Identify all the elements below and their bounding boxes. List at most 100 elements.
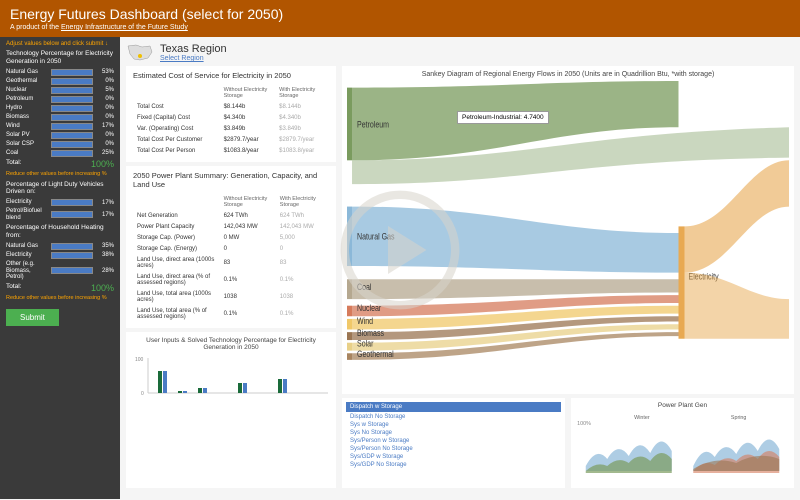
sankey-panel: Sankey Diagram of Regional Energy Flows …: [342, 66, 794, 394]
table-row: Storage Cap. (Energy)00: [135, 244, 327, 253]
slider-row: Petroleum 0%: [6, 96, 114, 103]
subtitle: A product of the Energy Infrastructure o…: [10, 24, 790, 31]
study-link[interactable]: Energy Infrastructure of the Future Stud…: [61, 24, 188, 31]
slider-bar[interactable]: [51, 96, 93, 103]
slider-bar[interactable]: [51, 69, 93, 76]
total-row-2: Total: 100%: [6, 283, 114, 293]
select-region-link[interactable]: Select Region: [160, 55, 227, 62]
section1-title: Technology Percentage for Electricity Ge…: [6, 50, 114, 66]
sankey-tooltip: Petroleum-Industrial: 4.7400: [457, 111, 549, 124]
slider-bar[interactable]: [51, 78, 93, 85]
svg-text:Geothermal: Geothermal: [357, 349, 394, 359]
slider-bar[interactable]: [51, 132, 93, 139]
sankey-title: Sankey Diagram of Regional Energy Flows …: [347, 71, 789, 78]
scenario-item[interactable]: Sys/GDP No Storage: [346, 461, 561, 469]
scenario-item[interactable]: Sys/Person No Storage: [346, 445, 561, 453]
sidebar: Adjust values below and click submit ↓ T…: [0, 37, 120, 499]
gen-chart-panel: Power Plant Gen WinterSpring 100%: [571, 398, 794, 488]
slider-value: 0%: [96, 105, 114, 111]
slider-row: Natural Gas53%: [6, 69, 114, 76]
slider-label: Solar CSP: [6, 141, 48, 148]
slider-bar[interactable]: [51, 123, 93, 130]
slider-row: Electricity38%: [6, 252, 114, 259]
svg-text:Nuclear: Nuclear: [357, 303, 381, 313]
svg-text:Winter: Winter: [634, 415, 650, 421]
slider-value: 0%: [96, 132, 114, 138]
slider-value: 25%: [96, 150, 114, 156]
slider-label: Solar PV: [6, 132, 48, 139]
table-row: Land Use, direct area (1000s acres)8383: [135, 255, 327, 270]
scenario-item[interactable]: Sys w Storage: [346, 421, 561, 429]
slider-bar[interactable]: [51, 211, 93, 218]
reduce-msg-2: Reduce other values before increasing %: [6, 295, 114, 301]
table-row: Total Cost Per Customer$2879.7/year$2879…: [135, 135, 327, 144]
slider-value: 0%: [96, 141, 114, 147]
slider-value: 5%: [96, 87, 114, 93]
scenario-item[interactable]: Sys/Person w Storage: [346, 437, 561, 445]
slider-label: Hydro: [6, 105, 48, 112]
scenario-header[interactable]: Dispatch w Storage: [346, 402, 561, 412]
slider-label: Natural Gas: [6, 69, 48, 76]
slider-bar[interactable]: [51, 199, 93, 206]
table-row: Var. (Operating) Cost$3.849b$3.849b: [135, 124, 327, 133]
slider-value: 0%: [96, 96, 114, 102]
slider-label: Coal: [6, 150, 48, 157]
slider-label: Electricity: [6, 252, 48, 259]
page-title: Energy Futures Dashboard (select for 205…: [10, 6, 790, 22]
plant-panel-title: 2050 Power Plant Summary: Generation, Ca…: [133, 171, 329, 189]
table-row: Land Use, total area (% of assessed regi…: [135, 306, 327, 321]
main: Texas Region Select Region Estimated Cos…: [120, 37, 800, 499]
submit-button[interactable]: Submit: [6, 309, 59, 326]
table-row: Storage Cap. (Power)0 MW5,000: [135, 233, 327, 242]
region-map-icon: [126, 44, 154, 62]
slider-bar[interactable]: [51, 87, 93, 94]
section2-title: Percentage of Light Duty Vehicles Driven…: [6, 181, 114, 197]
slider-value: 35%: [96, 243, 114, 249]
svg-text:Wind: Wind: [357, 316, 373, 326]
slider-value: 28%: [96, 268, 114, 274]
slider-label: Wind: [6, 123, 48, 130]
slider-row: Solar PV 0%: [6, 132, 114, 139]
slider-bar[interactable]: [51, 150, 93, 157]
slider-label: Biomass: [6, 114, 48, 121]
slider-row: Hydro 0%: [6, 105, 114, 112]
user-chart: 100 0: [133, 353, 329, 398]
slider-label: Other (e.g. Biomass, Petrol): [6, 261, 48, 281]
slider-bar[interactable]: [51, 267, 93, 274]
slider-bar[interactable]: [51, 252, 93, 259]
reduce-msg-1: Reduce other values before increasing %: [6, 171, 114, 177]
sidebar-hint: Adjust values below and click submit ↓: [6, 41, 114, 47]
slider-label: Petroleum: [6, 96, 48, 103]
slider-bar[interactable]: [51, 243, 93, 250]
table-row: Land Use, direct area (% of assessed reg…: [135, 272, 327, 287]
slider-label: Geothermal: [6, 78, 48, 85]
slider-bar[interactable]: [51, 141, 93, 148]
slider-bar[interactable]: [51, 105, 93, 112]
slider-bar[interactable]: [51, 114, 93, 121]
total-row-1: Total: 100%: [6, 159, 114, 169]
scenario-item[interactable]: Dispatch No Storage: [346, 413, 561, 421]
slider-row: Petrol/Biofuel blend17%: [6, 208, 114, 221]
slider-value: 0%: [96, 78, 114, 84]
table-row: Net Generation624 TWh624 TWh: [135, 211, 327, 220]
sankey-diagram[interactable]: PetroleumNatural GasCoalNuclearWindBioma…: [347, 81, 789, 385]
scenario-item[interactable]: Sys/GDP w Storage: [346, 453, 561, 461]
svg-text:Solar: Solar: [357, 339, 374, 349]
slider-label: Natural Gas: [6, 243, 48, 250]
plant-table: Without Electricity StorageWith Electric…: [133, 193, 329, 323]
svg-text:Natural Gas: Natural Gas: [357, 232, 394, 242]
svg-text:100: 100: [135, 357, 144, 363]
slider-row: Biomass0%: [6, 114, 114, 121]
user-chart-title: User Inputs & Solved Technology Percenta…: [133, 337, 329, 351]
table-row: Total Cost Per Person$1083.8/year$1083.8…: [135, 146, 327, 155]
cost-panel-title: Estimated Cost of Service for Electricit…: [133, 71, 329, 80]
scenario-item[interactable]: Sys No Storage: [346, 429, 561, 437]
slider-row: Coal 25%: [6, 150, 114, 157]
table-row: Power Plant Capacity142,043 MW142,043 MW: [135, 222, 327, 231]
table-row: Fixed (Capital) Cost$4.340b$4.340b: [135, 113, 327, 122]
slider-row: Natural Gas 35%: [6, 243, 114, 250]
header: Energy Futures Dashboard (select for 205…: [0, 0, 800, 37]
svg-text:Biomass: Biomass: [357, 328, 384, 338]
region-name: Texas Region: [160, 43, 227, 55]
slider-label: Petrol/Biofuel blend: [6, 208, 48, 221]
